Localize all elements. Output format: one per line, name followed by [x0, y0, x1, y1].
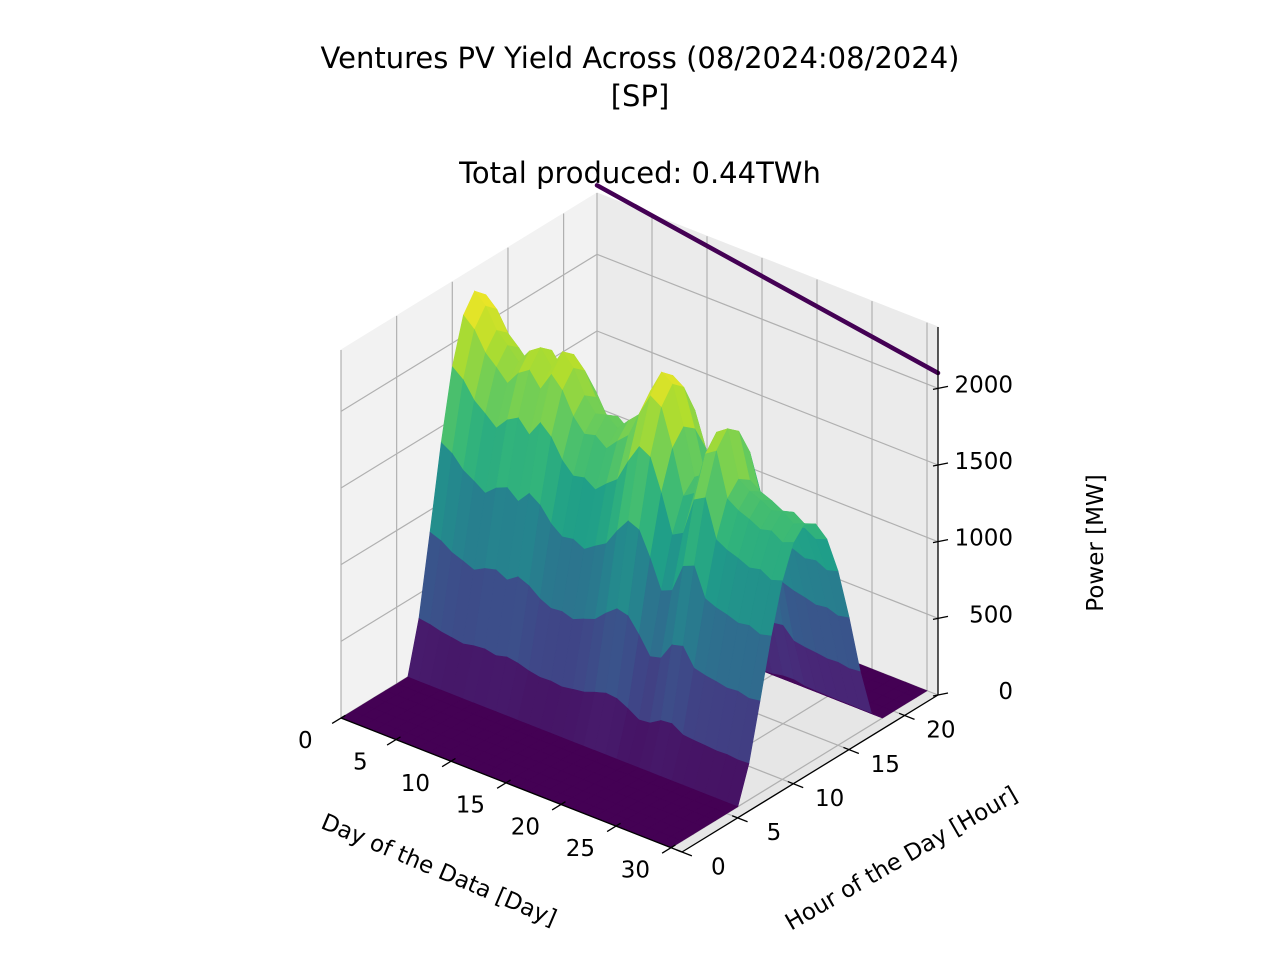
x-tick-label: 0	[298, 728, 313, 754]
x-tick-mark	[386, 736, 401, 746]
z-tick-mark	[932, 615, 949, 620]
y-tick-mark	[787, 780, 804, 789]
z-tick-mark	[932, 385, 949, 390]
z-axis-label: Power [MW]	[1083, 474, 1109, 611]
chart-title-line2: [SP]	[611, 79, 670, 113]
y-tick-label: 0	[711, 854, 726, 880]
x-tick-mark	[661, 844, 676, 854]
chart-subtitle: Total produced: 0.44TWh	[458, 156, 821, 190]
grid-back-z	[596, 253, 939, 389]
z-tick-label: 2000	[954, 372, 1013, 398]
z-tick-mark	[932, 692, 949, 697]
x-tick-mark	[441, 757, 456, 768]
x-tick-mark	[606, 822, 621, 833]
x-tick-label: 10	[401, 771, 430, 797]
z-tick-label: 500	[969, 602, 1013, 628]
surface-mesh	[340, 290, 928, 849]
y-axis-line	[681, 694, 939, 853]
y-tick-label: 15	[871, 752, 900, 778]
x-tick-label: 15	[456, 793, 485, 819]
y-tick-mark	[843, 746, 860, 755]
y-tick-mark	[898, 712, 915, 720]
x-tick-label: 20	[511, 814, 540, 840]
z-tick-mark	[932, 539, 949, 544]
x-tick-label: 5	[353, 749, 368, 775]
y-tick-mark	[676, 849, 693, 857]
y-tick-label: 5	[767, 820, 782, 846]
x-axis-line	[340, 717, 683, 853]
z-tick-label: 0	[998, 679, 1013, 705]
x-tick-mark	[496, 779, 511, 789]
x-tick-label: 25	[566, 836, 595, 862]
top-line	[594, 183, 941, 376]
y-tick-label: 20	[926, 718, 955, 744]
z-tick-label: 1000	[954, 526, 1013, 552]
x-tick-mark	[551, 801, 566, 811]
chart-title: Ventures PV Yield Across (08/2024:08/202…	[321, 41, 960, 75]
y-tick-label: 10	[815, 786, 844, 812]
grid-back-z	[596, 330, 939, 466]
x-tick-mark	[331, 714, 346, 725]
z-tick-label: 1500	[954, 449, 1013, 475]
axes: 0 5 10 15 20 25 30 0 5 10 15 20 0 500 1000 1500 2000	[298, 327, 1013, 884]
y-tick-mark	[731, 815, 748, 823]
top-line-series	[594, 183, 941, 376]
z-tick-mark	[932, 462, 949, 467]
x-tick-label: 30	[621, 858, 650, 884]
